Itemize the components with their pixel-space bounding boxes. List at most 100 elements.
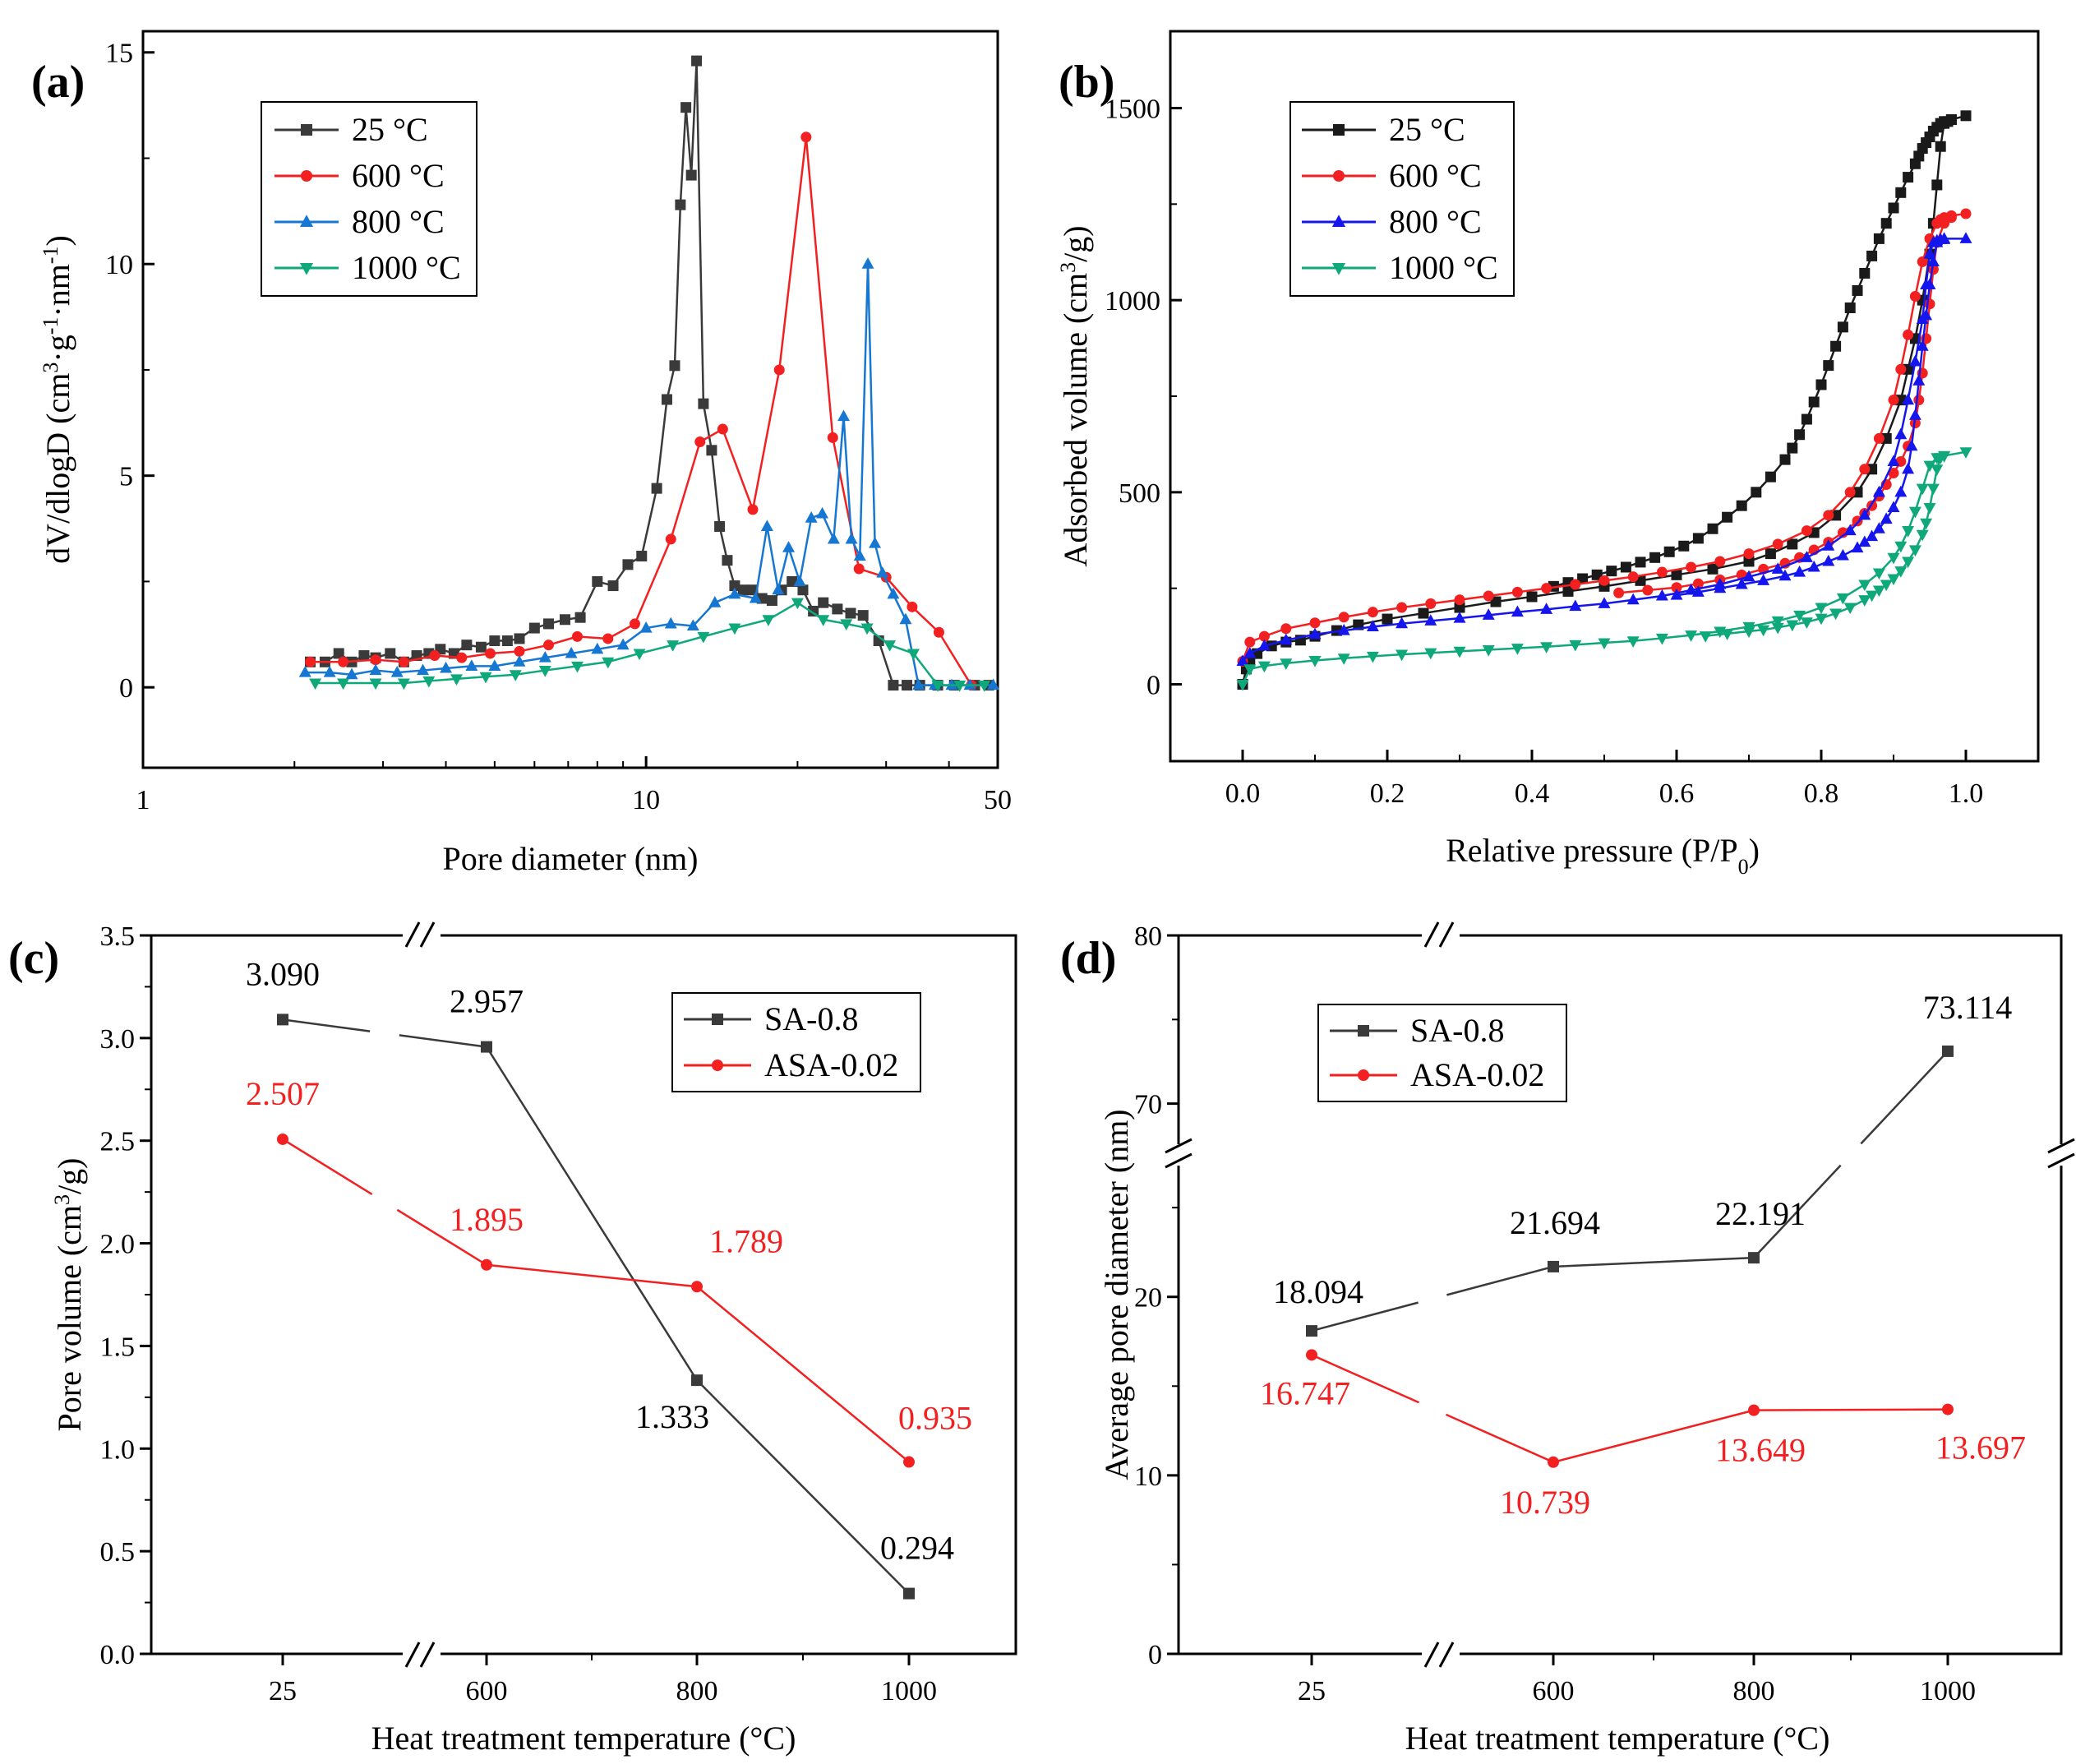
data-point xyxy=(845,607,856,619)
legend-label: 800 °C xyxy=(1389,203,1482,240)
panel-d-x-axis-label: Heat treatment temperature (°C) xyxy=(1405,1720,1830,1757)
panel-c-break-slash xyxy=(404,1642,421,1668)
data-point xyxy=(728,587,741,599)
data-point xyxy=(1858,535,1871,547)
x-tick-label: 1.0 xyxy=(1949,778,1984,809)
data-point xyxy=(1308,627,1322,640)
data-point xyxy=(629,618,640,630)
y-tick-label: 10 xyxy=(105,250,133,280)
legend-marker xyxy=(712,1014,723,1025)
data-point xyxy=(749,591,762,603)
data-point xyxy=(805,511,818,523)
data-point xyxy=(514,645,525,657)
y-tick-label: 2.5 xyxy=(100,1127,136,1157)
data-point xyxy=(1872,485,1885,497)
axis-label-part: -1 xyxy=(39,247,62,265)
data-point xyxy=(1562,585,1574,597)
x-tick-label: 600 xyxy=(466,1676,508,1706)
data-label: 73.114 xyxy=(1923,989,2013,1026)
data-point xyxy=(907,601,918,612)
data-point xyxy=(1873,233,1885,244)
data-point xyxy=(1801,525,1812,537)
data-point xyxy=(1483,590,1494,602)
data-point xyxy=(1934,453,1947,464)
data-point xyxy=(912,678,925,690)
y-tick-label: 1000 xyxy=(1105,286,1160,316)
data-point xyxy=(1382,613,1393,625)
data-point xyxy=(475,641,487,653)
data-point xyxy=(542,640,554,651)
legend-marker xyxy=(301,170,312,182)
series-line-segment xyxy=(1445,1408,1949,1464)
data-point xyxy=(369,678,382,690)
data-point xyxy=(1649,552,1661,563)
data-point xyxy=(800,132,812,143)
axis-label-part: ·g xyxy=(39,335,76,362)
data-point xyxy=(1655,633,1668,645)
axis-label-part: ) xyxy=(39,235,76,246)
y-tick-label: 1500 xyxy=(1105,94,1160,124)
data-point xyxy=(1801,413,1812,425)
panel-c-x-axis-label: Heat treatment temperature (°C) xyxy=(371,1720,796,1757)
axis-label-part: -1 xyxy=(39,317,62,335)
legend-marker xyxy=(1331,215,1346,227)
data-point xyxy=(1859,464,1871,475)
data-point xyxy=(933,626,944,638)
data-point xyxy=(1736,500,1747,511)
series-line-segment xyxy=(1311,1354,1420,1404)
panel-d-y-axis: 0 10 20 70 80 xyxy=(1134,921,1179,1670)
data-point xyxy=(1880,218,1892,229)
data-point xyxy=(945,678,958,690)
data-point xyxy=(1306,1349,1317,1361)
data-point xyxy=(1707,563,1718,575)
data-point xyxy=(762,615,775,626)
legend-marker xyxy=(1358,1069,1369,1081)
panel-c-break-slash xyxy=(404,921,421,948)
data-point xyxy=(1626,593,1640,605)
data-point xyxy=(1396,602,1408,613)
x-tick-label: 25 xyxy=(1298,1676,1326,1706)
data-point xyxy=(1656,566,1668,578)
data-point xyxy=(1902,393,1915,405)
data-point xyxy=(1872,568,1885,580)
data-point xyxy=(488,659,501,671)
panel-a-x-axis-label: Pore diameter (nm) xyxy=(443,840,699,877)
data-point xyxy=(542,618,554,630)
data-point xyxy=(853,563,865,575)
data-point xyxy=(345,667,358,680)
data-point xyxy=(1872,585,1885,598)
data-point xyxy=(1685,630,1698,642)
data-point xyxy=(429,650,441,662)
data-point xyxy=(1748,1404,1760,1416)
panel-d-plot-frame xyxy=(1177,934,2063,1655)
data-point xyxy=(1887,574,1900,586)
data-point xyxy=(791,598,804,610)
panel-d-break-slash xyxy=(1423,1642,1440,1668)
data-point xyxy=(1844,487,1856,498)
data-point xyxy=(304,656,316,667)
data-label: 1.333 xyxy=(635,1398,709,1435)
data-point xyxy=(697,631,710,644)
data-point xyxy=(1280,623,1292,635)
axis-label-part: dV/dlogD (cm xyxy=(39,373,76,564)
data-point xyxy=(661,394,672,405)
data-point xyxy=(397,678,410,690)
data-point xyxy=(1895,187,1907,198)
data-point xyxy=(1671,582,1682,593)
data-label: 2.507 xyxy=(246,1075,320,1112)
panel-c-y-axis: 0.0 0.5 1.0 1.5 2.0 2.5 3.0 3.5 xyxy=(100,921,151,1670)
panel-c-break-slash xyxy=(419,921,436,948)
data-point xyxy=(1916,339,1929,351)
data-point xyxy=(691,1374,703,1387)
panel-d-series-group: 18.094 21.694 22.191 73.114 16.747 10.739 13.6… xyxy=(1260,989,2026,1521)
legend-marker xyxy=(1333,124,1345,136)
panel-d-break-slash xyxy=(1438,921,1455,948)
data-label: 13.697 xyxy=(1935,1429,2026,1466)
data-point xyxy=(1765,548,1776,560)
data-point xyxy=(1714,556,1726,567)
panel-d-x-break-marks xyxy=(1422,921,1460,1669)
data-point xyxy=(1569,599,1582,612)
data-point xyxy=(1511,586,1523,598)
panel-b-letter: (b) xyxy=(1059,57,1114,108)
data-point xyxy=(1569,640,1582,652)
